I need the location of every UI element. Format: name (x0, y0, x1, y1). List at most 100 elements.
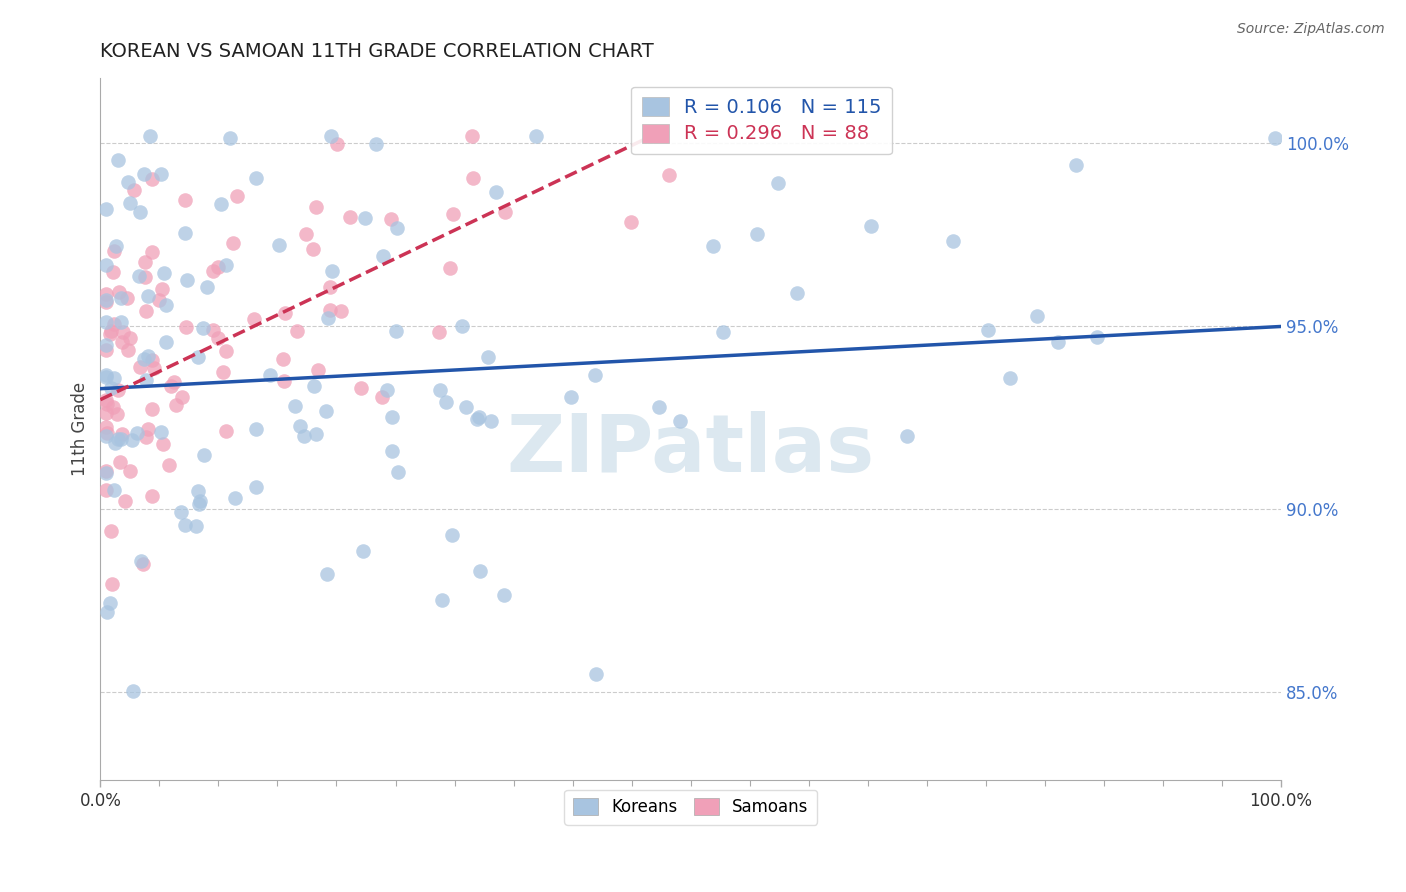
Point (364, 136, 387, 151)
Point (387, 220, 409, 235)
Point (110, 292, 132, 306)
Point (467, 409, 489, 424)
Point (129, 360, 152, 375)
Point (100, 324, 122, 338)
Point (96, 286, 118, 301)
Point (134, 254, 156, 268)
Point (1025, 309, 1047, 323)
Point (211, 365, 233, 379)
Point (104, 436, 127, 450)
Point (103, 244, 125, 259)
Point (107, 432, 129, 446)
Point (207, 260, 229, 274)
Point (96, 393, 118, 408)
Point (155, 298, 177, 312)
Point (187, 483, 209, 498)
Point (259, 368, 281, 383)
Point (120, 331, 142, 345)
Point (468, 564, 491, 578)
Point (150, 425, 173, 439)
Point (302, 378, 325, 392)
Point (96, 406, 118, 420)
Point (96, 466, 118, 480)
Point (1264, 131, 1286, 145)
Point (136, 422, 159, 436)
Point (98, 326, 121, 341)
Point (427, 325, 450, 339)
Point (211, 197, 233, 211)
Point (129, 554, 152, 568)
Point (122, 683, 145, 698)
Point (214, 344, 236, 359)
Point (215, 425, 238, 439)
Point (430, 593, 453, 607)
Point (173, 226, 195, 240)
Point (245, 480, 267, 494)
Point (319, 129, 342, 144)
Point (108, 285, 131, 299)
Y-axis label: 11th Grade: 11th Grade (72, 382, 89, 476)
Point (127, 426, 149, 441)
Point (110, 433, 132, 447)
Point (96, 397, 118, 411)
Point (429, 383, 451, 397)
Point (103, 371, 125, 385)
Point (134, 352, 156, 367)
Point (786, 285, 808, 300)
Point (292, 429, 315, 443)
Point (381, 409, 404, 424)
Point (96, 464, 118, 478)
Point (460, 129, 482, 144)
Point (170, 505, 193, 519)
Point (134, 269, 156, 284)
Point (859, 219, 882, 234)
Point (329, 304, 352, 318)
Point (174, 517, 197, 532)
Point (273, 306, 295, 320)
Point (135, 430, 157, 444)
Point (136, 349, 159, 363)
Point (436, 394, 458, 409)
Point (111, 335, 134, 350)
Point (215, 258, 238, 272)
Point (96, 428, 118, 442)
Point (134, 167, 156, 181)
Point (524, 129, 547, 144)
Point (450, 318, 472, 333)
Point (224, 491, 246, 506)
Point (157, 458, 180, 472)
Text: KOREAN VS SAMOAN 11TH GRADE CORRELATION CHART: KOREAN VS SAMOAN 11TH GRADE CORRELATION … (100, 42, 654, 61)
Point (96, 338, 118, 352)
Point (350, 381, 373, 395)
Point (896, 429, 918, 443)
Point (294, 227, 316, 241)
Point (112, 325, 135, 339)
Point (172, 391, 194, 405)
Point (321, 264, 343, 278)
Point (245, 171, 267, 186)
Point (766, 176, 789, 190)
Point (107, 153, 129, 168)
Point (188, 498, 211, 512)
Point (105, 407, 128, 421)
Point (1064, 157, 1087, 171)
Point (120, 196, 142, 211)
Point (226, 189, 249, 203)
Point (110, 315, 132, 329)
Point (284, 400, 307, 414)
Point (101, 401, 124, 415)
Point (149, 167, 172, 181)
Point (494, 204, 516, 219)
Point (202, 264, 225, 278)
Point (163, 375, 186, 389)
Point (271, 352, 294, 367)
Point (141, 245, 163, 260)
Point (135, 373, 157, 387)
Point (96, 343, 118, 357)
Text: ZIPatlas: ZIPatlas (506, 411, 875, 489)
Point (173, 193, 195, 207)
Point (138, 129, 160, 144)
Point (118, 464, 141, 478)
Point (193, 321, 215, 335)
Point (319, 280, 342, 294)
